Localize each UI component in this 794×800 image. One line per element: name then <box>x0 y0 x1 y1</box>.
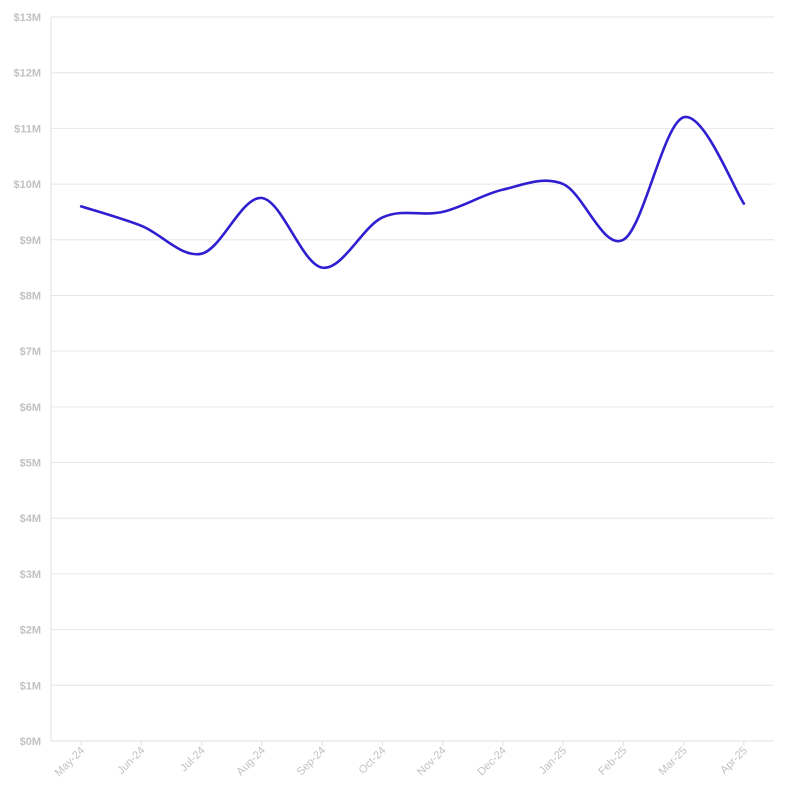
y-tick-label: $2M <box>20 625 41 637</box>
series-line <box>79 115 746 269</box>
x-tick-label: Sep-24 <box>295 745 329 779</box>
y-tick-label: $7M <box>20 346 41 358</box>
x-tick-label: Mar-25 <box>657 745 690 778</box>
y-tick-label: $10M <box>13 179 41 191</box>
y-tick-label: $5M <box>20 458 41 470</box>
axes <box>50 17 774 742</box>
y-tick-label: $8M <box>20 290 41 302</box>
x-tick-label: Jun-24 <box>115 745 147 777</box>
y-tick-label: $4M <box>20 513 41 525</box>
x-tick-label: Dec-24 <box>475 745 509 779</box>
x-tick-label: May-24 <box>53 745 87 779</box>
y-tick-label: $1M <box>20 680 41 692</box>
y-tick-label: $0M <box>20 736 41 748</box>
x-tick-label: Jul-24 <box>178 745 208 775</box>
y-tick-label: $3M <box>20 569 41 581</box>
y-tick-label: $13M <box>13 12 41 24</box>
y-axis-ticks: $0M $1M $2M $3M $4M $5M $6M $7M $8M $9M $10M $11M $1… <box>13 12 41 748</box>
x-tick-label: Apr-25 <box>718 745 750 777</box>
x-tick-label: Oct-24 <box>357 745 389 777</box>
y-tick-label: $11M <box>14 123 41 135</box>
x-tick-label: Nov-24 <box>415 745 449 779</box>
x-tick-label: Feb-25 <box>596 745 629 778</box>
x-axis-ticks: May-24 Jun-24 Jul-24 Aug-24 Sep-24 Oct-24 Nov-… <box>53 741 750 779</box>
y-tick-label: $9M <box>20 235 41 247</box>
x-tick-label: Aug-24 <box>234 745 268 779</box>
gridlines <box>51 16 774 686</box>
y-tick-label: $12M <box>13 68 41 80</box>
x-tick-label: Jan-25 <box>537 745 569 777</box>
y-tick-label: $6M <box>20 402 41 414</box>
series-layer <box>79 115 746 269</box>
